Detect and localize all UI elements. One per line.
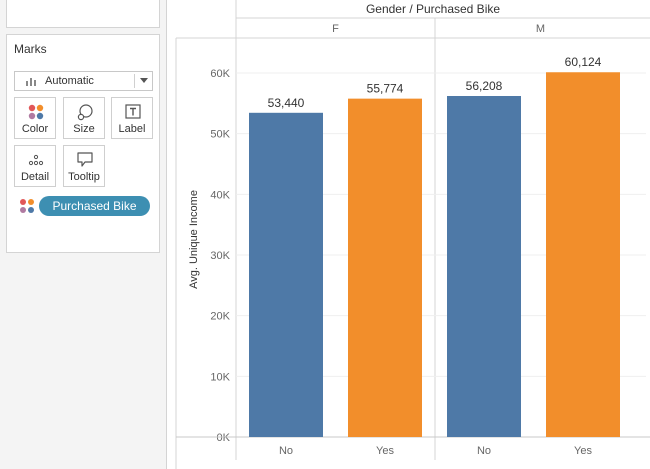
bar-chart-icon (26, 78, 36, 86)
detail-icon (28, 154, 44, 166)
mark-type-dropdown[interactable]: Automatic (14, 71, 153, 91)
panel-header-f: F (332, 23, 339, 35)
filters-card (6, 0, 160, 28)
data-label: 53,440 (268, 96, 305, 110)
bar-f-yes[interactable] (348, 98, 422, 438)
color-button-label: Color (21, 123, 49, 135)
mark-type-label: Automatic (45, 75, 94, 87)
size-button[interactable]: Size (63, 97, 105, 139)
left-panel: Marks Automatic Color (0, 0, 167, 469)
chevron-down-icon[interactable] (140, 78, 148, 83)
color-button[interactable]: Color (14, 97, 56, 139)
bar-m-no[interactable] (447, 96, 521, 438)
detail-button-label: Detail (20, 171, 50, 183)
data-label: 55,774 (367, 82, 404, 96)
y-tick-label: 40K (210, 189, 230, 201)
x-tick-label: No (477, 445, 491, 457)
y-tick-label: 10K (210, 371, 230, 383)
color-dots-icon (20, 199, 34, 213)
y-axis-title: Avg. Unique Income (188, 190, 200, 289)
marks-card: Marks Automatic Color (6, 34, 160, 253)
data-label: 56,208 (466, 79, 503, 93)
tooltip-button-label: Tooltip (68, 171, 100, 183)
label-button-label: Label (118, 123, 146, 135)
panel-header-m: M (536, 23, 545, 35)
y-tick-label: 20K (210, 311, 230, 323)
y-tick-label: 50K (210, 129, 230, 141)
label-icon (125, 104, 141, 119)
y-tick-label: 30K (210, 250, 230, 262)
data-label: 60,124 (565, 55, 602, 69)
color-dots-icon (28, 104, 44, 120)
label-button[interactable]: Label (111, 97, 153, 139)
bar-m-yes[interactable] (546, 72, 620, 437)
bar-f-no[interactable] (249, 112, 323, 437)
tooltip-icon (77, 152, 93, 167)
x-tick-label: Yes (376, 445, 394, 457)
tooltip-button[interactable]: Tooltip (63, 145, 105, 187)
size-icon (77, 104, 93, 121)
y-tick-label: 60K (210, 68, 230, 80)
y-tick-label: 0K (217, 432, 231, 444)
detail-button[interactable]: Detail (14, 145, 56, 187)
marks-title: Marks (14, 42, 47, 56)
x-tick-label: Yes (574, 445, 592, 457)
purchased-bike-pill[interactable]: Purchased Bike (39, 196, 150, 216)
bar-chart: Gender / Purchased Bike 0K 10K 20K 30K 40K 50K… (175, 0, 650, 469)
x-tick-label: No (279, 445, 293, 457)
size-button-label: Size (73, 123, 95, 135)
chart-area: Gender / Purchased Bike 0K 10K 20K 30K 40K 50K… (166, 0, 650, 469)
dropdown-separator (134, 74, 135, 88)
column-header: Gender / Purchased Bike (366, 2, 500, 16)
